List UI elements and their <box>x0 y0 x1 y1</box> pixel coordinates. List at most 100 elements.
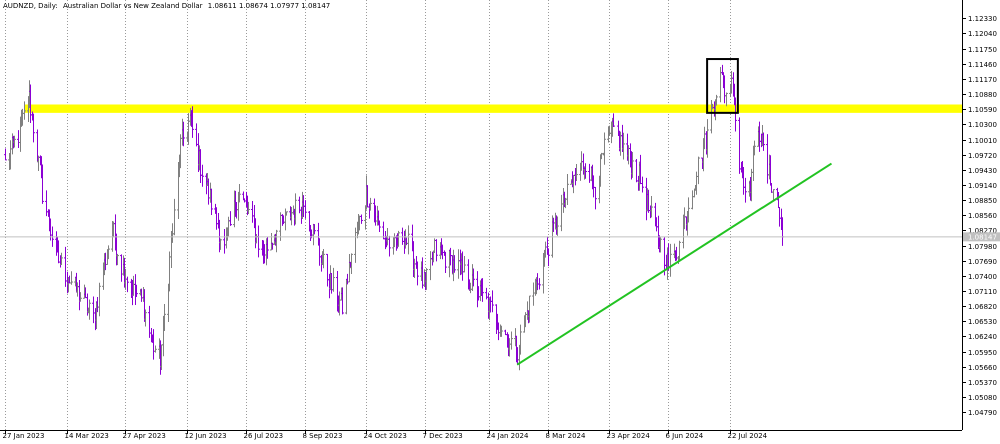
ohlc-bar <box>23 101 26 120</box>
y-tick-label: 1.10880 <box>968 91 997 99</box>
ohlc-bar <box>4 148 7 161</box>
y-tick-label: 1.08560 <box>968 212 997 220</box>
y-tick-label: 1.07110 <box>968 288 997 296</box>
x-tick-label: 27 Jan 2023 <box>3 432 45 440</box>
x-tick-label: 8 Sep 2023 <box>303 432 343 440</box>
ohlc-bar <box>397 230 400 247</box>
ohlc-bar <box>41 164 44 204</box>
ohlc-bar <box>32 113 35 143</box>
y-tick-label: 1.08270 <box>968 227 997 235</box>
resistance-zone <box>24 104 962 113</box>
ohlc-bar <box>631 151 634 178</box>
x-tick-label: 14 Mar 2023 <box>65 432 109 440</box>
x-tick-label: 7 Dec 2023 <box>423 432 463 440</box>
ohlc-bar <box>266 236 269 259</box>
ohlc-bar <box>734 97 737 132</box>
ohlc-bar <box>463 255 466 273</box>
y-tick-label: 1.05950 <box>968 349 997 357</box>
y-tick-label: 1.10010 <box>968 137 997 145</box>
y-tick-label: 1.05660 <box>968 364 997 372</box>
x-tick-label: 12 Jun 2023 <box>185 432 227 440</box>
y-tick-label: 1.06530 <box>968 318 997 326</box>
ohlc-bar <box>219 238 222 250</box>
ohlc-bar <box>603 132 606 165</box>
ohlc-bar <box>584 163 587 179</box>
ohlc-bar <box>435 239 438 262</box>
ohlc-bar <box>154 345 157 353</box>
ohlc-bar <box>201 164 204 187</box>
y-tick-label: 1.12330 <box>968 15 997 23</box>
y-tick-label: 1.06820 <box>968 303 997 311</box>
ohlc-bar <box>566 173 569 206</box>
x-tick-label: 26 Jul 2023 <box>244 432 284 440</box>
ohlc-bar <box>322 249 325 269</box>
highlight-box <box>706 58 739 114</box>
x-tick-label: 24 Jan 2024 <box>487 432 530 440</box>
y-tick-label: 1.11170 <box>968 76 997 84</box>
ohlc-bars <box>4 64 784 375</box>
y-tick-label: 1.06240 <box>968 333 997 341</box>
ohlc-bar <box>556 216 559 236</box>
symbol-label: AUDNZD, Daily: <box>3 2 58 10</box>
y-tick-label: 1.07400 <box>968 273 997 281</box>
ohlc-bar <box>697 156 700 185</box>
chart-title: AUDNZD, Daily: Australian Dollar vs New … <box>3 2 330 10</box>
ohlc-bar <box>772 189 775 202</box>
y-tick-label: 1.09140 <box>968 182 997 190</box>
ohlc-bar <box>650 196 653 218</box>
y-tick-label: 1.11750 <box>968 46 997 54</box>
ohlc-bar <box>126 276 129 293</box>
ohlc-bar <box>622 132 625 160</box>
annotation-layer <box>24 104 962 113</box>
ohlc-bar <box>13 135 16 148</box>
ohlc-bar <box>247 201 250 215</box>
current-price-badge-bg <box>963 232 1000 242</box>
instrument-description: Australian Dollar vs New Zealand Dollar <box>63 2 203 10</box>
ohlc-bar <box>678 240 681 261</box>
y-tick-label: 1.10590 <box>968 106 997 114</box>
ohlc-bar <box>163 304 166 331</box>
ohlc-bar <box>369 197 372 211</box>
ohlc-bar <box>481 278 484 302</box>
ohlc-bar <box>304 200 307 219</box>
ohlc-bar <box>70 271 73 285</box>
x-tick-label: 6 Jun 2024 <box>666 432 704 440</box>
ohlc-bar <box>229 211 232 226</box>
ohlc-bar <box>641 176 644 193</box>
x-tick-label: 24 Oct 2023 <box>364 432 407 440</box>
ohlc-bar <box>191 106 194 138</box>
ohlc-bar <box>182 121 185 147</box>
ohlc-bar <box>238 184 241 203</box>
ohlc-bar <box>453 255 456 273</box>
y-tick-label: 1.07980 <box>968 243 997 251</box>
ohlc-bar <box>341 287 344 315</box>
y-tick-label: 1.04790 <box>968 409 997 417</box>
y-tick-label: 1.07690 <box>968 258 997 266</box>
ohlc-bar <box>538 278 541 290</box>
trendline <box>516 162 833 366</box>
y-tick-label: 1.11460 <box>968 61 997 69</box>
y-tick-label: 1.08850 <box>968 197 997 205</box>
ohlc-bar <box>88 299 91 320</box>
current-price-badge: 1.08147 <box>963 232 1000 242</box>
ohlc-bar <box>715 94 718 106</box>
ohlc-bar <box>378 220 381 233</box>
ohlc-bar <box>98 282 101 317</box>
x-tick-label: 27 Apr 2023 <box>123 432 166 440</box>
ohlc-bar <box>725 92 728 107</box>
ohlc-values: 1.08611 1.08674 1.07977 1.08147 <box>208 2 330 10</box>
ohlc-bar <box>173 198 176 236</box>
x-tick-label: 23 Apr 2024 <box>607 432 651 440</box>
ohlc-bar <box>60 252 63 265</box>
y-tick-label: 1.12040 <box>968 30 997 38</box>
x-tick-label: 8 Mar 2024 <box>546 432 586 440</box>
ohlc-bar <box>407 225 410 255</box>
ohlc-bar <box>472 268 475 287</box>
ohlc-bar <box>107 245 110 260</box>
ohlc-bar <box>332 267 335 292</box>
ohlc-bar <box>687 197 690 223</box>
